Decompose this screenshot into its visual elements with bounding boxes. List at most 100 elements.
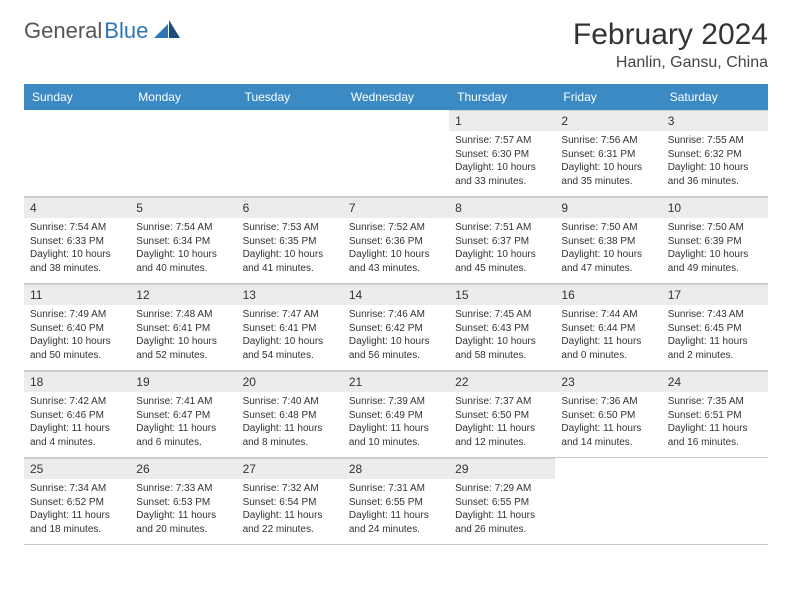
sunrise-text: Sunrise: 7:56 AM <box>561 134 655 148</box>
day-number: 28 <box>343 458 449 479</box>
brand-part2: Blue <box>104 18 148 44</box>
sunrise-text: Sunrise: 7:48 AM <box>136 308 230 322</box>
daylight-text: Daylight: 10 hours and 58 minutes. <box>455 335 549 362</box>
sunrise-text: Sunrise: 7:32 AM <box>243 482 337 496</box>
daylight-text: Daylight: 11 hours and 10 minutes. <box>349 422 443 449</box>
daylight-text: Daylight: 10 hours and 45 minutes. <box>455 248 549 275</box>
day-cell: 22Sunrise: 7:37 AMSunset: 6:50 PMDayligh… <box>449 371 555 457</box>
sunset-text: Sunset: 6:37 PM <box>455 235 549 249</box>
day-number: 9 <box>555 197 661 218</box>
daylight-text: Daylight: 11 hours and 18 minutes. <box>30 509 124 536</box>
calendar-body: 1Sunrise: 7:57 AMSunset: 6:30 PMDaylight… <box>24 110 768 545</box>
day-cell: 1Sunrise: 7:57 AMSunset: 6:30 PMDaylight… <box>449 110 555 196</box>
day-details: Sunrise: 7:57 AMSunset: 6:30 PMDaylight:… <box>449 131 555 192</box>
day-details: Sunrise: 7:41 AMSunset: 6:47 PMDaylight:… <box>130 392 236 453</box>
weekday-label: Saturday <box>662 84 768 110</box>
sunrise-text: Sunrise: 7:31 AM <box>349 482 443 496</box>
daylight-text: Daylight: 10 hours and 56 minutes. <box>349 335 443 362</box>
daylight-text: Daylight: 11 hours and 2 minutes. <box>668 335 762 362</box>
day-number: 24 <box>662 371 768 392</box>
day-cell: 11Sunrise: 7:49 AMSunset: 6:40 PMDayligh… <box>24 284 130 370</box>
sunrise-text: Sunrise: 7:50 AM <box>668 221 762 235</box>
daylight-text: Daylight: 11 hours and 12 minutes. <box>455 422 549 449</box>
day-number: 12 <box>130 284 236 305</box>
day-cell: 15Sunrise: 7:45 AMSunset: 6:43 PMDayligh… <box>449 284 555 370</box>
day-cell: 2Sunrise: 7:56 AMSunset: 6:31 PMDaylight… <box>555 110 661 196</box>
day-details: Sunrise: 7:51 AMSunset: 6:37 PMDaylight:… <box>449 218 555 279</box>
day-number: 5 <box>130 197 236 218</box>
sunrise-text: Sunrise: 7:37 AM <box>455 395 549 409</box>
location-text: Hanlin, Gansu, China <box>573 54 768 72</box>
day-cell: 26Sunrise: 7:33 AMSunset: 6:53 PMDayligh… <box>130 458 236 544</box>
sunrise-text: Sunrise: 7:49 AM <box>30 308 124 322</box>
sunset-text: Sunset: 6:42 PM <box>349 322 443 336</box>
sunrise-text: Sunrise: 7:46 AM <box>349 308 443 322</box>
day-number: 6 <box>237 197 343 218</box>
sunrise-text: Sunrise: 7:41 AM <box>136 395 230 409</box>
sunset-text: Sunset: 6:43 PM <box>455 322 549 336</box>
daylight-text: Daylight: 10 hours and 50 minutes. <box>30 335 124 362</box>
sunrise-text: Sunrise: 7:55 AM <box>668 134 762 148</box>
sunset-text: Sunset: 6:51 PM <box>668 409 762 423</box>
day-details: Sunrise: 7:33 AMSunset: 6:53 PMDaylight:… <box>130 479 236 540</box>
sunset-text: Sunset: 6:49 PM <box>349 409 443 423</box>
day-details: Sunrise: 7:46 AMSunset: 6:42 PMDaylight:… <box>343 305 449 366</box>
day-number: 13 <box>237 284 343 305</box>
day-details: Sunrise: 7:55 AMSunset: 6:32 PMDaylight:… <box>662 131 768 192</box>
sunset-text: Sunset: 6:53 PM <box>136 496 230 510</box>
sunrise-text: Sunrise: 7:34 AM <box>30 482 124 496</box>
sunset-text: Sunset: 6:55 PM <box>349 496 443 510</box>
day-number: 15 <box>449 284 555 305</box>
daylight-text: Daylight: 11 hours and 24 minutes. <box>349 509 443 536</box>
daylight-text: Daylight: 10 hours and 47 minutes. <box>561 248 655 275</box>
day-number: 8 <box>449 197 555 218</box>
day-number: 23 <box>555 371 661 392</box>
day-cell: 17Sunrise: 7:43 AMSunset: 6:45 PMDayligh… <box>662 284 768 370</box>
day-cell <box>662 458 768 544</box>
sunset-text: Sunset: 6:34 PM <box>136 235 230 249</box>
day-details: Sunrise: 7:52 AMSunset: 6:36 PMDaylight:… <box>343 218 449 279</box>
day-number: 7 <box>343 197 449 218</box>
sunrise-text: Sunrise: 7:40 AM <box>243 395 337 409</box>
sunset-text: Sunset: 6:50 PM <box>561 409 655 423</box>
day-cell: 9Sunrise: 7:50 AMSunset: 6:38 PMDaylight… <box>555 197 661 283</box>
day-cell: 6Sunrise: 7:53 AMSunset: 6:35 PMDaylight… <box>237 197 343 283</box>
sunset-text: Sunset: 6:36 PM <box>349 235 443 249</box>
sunrise-text: Sunrise: 7:57 AM <box>455 134 549 148</box>
sunrise-text: Sunrise: 7:47 AM <box>243 308 337 322</box>
sunrise-text: Sunrise: 7:33 AM <box>136 482 230 496</box>
sunset-text: Sunset: 6:55 PM <box>455 496 549 510</box>
weekday-header: SundayMondayTuesdayWednesdayThursdayFrid… <box>24 84 768 110</box>
sunrise-text: Sunrise: 7:43 AM <box>668 308 762 322</box>
day-details: Sunrise: 7:32 AMSunset: 6:54 PMDaylight:… <box>237 479 343 540</box>
sunset-text: Sunset: 6:30 PM <box>455 148 549 162</box>
daylight-text: Daylight: 10 hours and 38 minutes. <box>30 248 124 275</box>
day-cell: 18Sunrise: 7:42 AMSunset: 6:46 PMDayligh… <box>24 371 130 457</box>
sunset-text: Sunset: 6:47 PM <box>136 409 230 423</box>
title-block: February 2024 Hanlin, Gansu, China <box>573 18 768 72</box>
day-cell: 3Sunrise: 7:55 AMSunset: 6:32 PMDaylight… <box>662 110 768 196</box>
day-cell: 5Sunrise: 7:54 AMSunset: 6:34 PMDaylight… <box>130 197 236 283</box>
sunrise-text: Sunrise: 7:29 AM <box>455 482 549 496</box>
day-details: Sunrise: 7:54 AMSunset: 6:33 PMDaylight:… <box>24 218 130 279</box>
sunset-text: Sunset: 6:50 PM <box>455 409 549 423</box>
day-number: 29 <box>449 458 555 479</box>
day-cell: 28 Sunrise: 7:31 AMSunset: 6:55 PMDayligh… <box>343 458 449 544</box>
sunset-text: Sunset: 6:41 PM <box>243 322 337 336</box>
day-details: Sunrise: 7:29 AMSunset: 6:55 PMDaylight:… <box>449 479 555 540</box>
day-cell: 23Sunrise: 7:36 AMSunset: 6:50 PMDayligh… <box>555 371 661 457</box>
sunset-text: Sunset: 6:39 PM <box>668 235 762 249</box>
day-cell: 8Sunrise: 7:51 AMSunset: 6:37 PMDaylight… <box>449 197 555 283</box>
day-number: 21 <box>343 371 449 392</box>
daylight-text: Daylight: 11 hours and 4 minutes. <box>30 422 124 449</box>
sunset-text: Sunset: 6:32 PM <box>668 148 762 162</box>
day-details: Sunrise: 7:37 AMSunset: 6:50 PMDaylight:… <box>449 392 555 453</box>
day-details: Sunrise: 7:42 AMSunset: 6:46 PMDaylight:… <box>24 392 130 453</box>
sunrise-text: Sunrise: 7:36 AM <box>561 395 655 409</box>
sunset-text: Sunset: 6:31 PM <box>561 148 655 162</box>
day-cell: 12Sunrise: 7:48 AMSunset: 6:41 PMDayligh… <box>130 284 236 370</box>
sunrise-text: Sunrise: 7:42 AM <box>30 395 124 409</box>
day-cell <box>237 110 343 196</box>
day-details: Sunrise: 7:43 AMSunset: 6:45 PMDaylight:… <box>662 305 768 366</box>
day-number: 22 <box>449 371 555 392</box>
